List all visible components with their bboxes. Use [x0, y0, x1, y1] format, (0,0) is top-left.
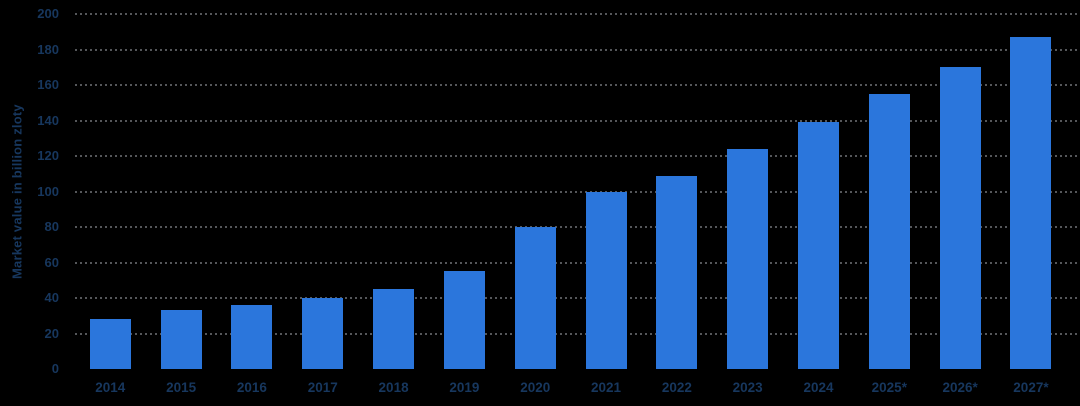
x-tick-label: 2025*: [871, 380, 907, 395]
y-tick-label: 120: [37, 148, 59, 163]
y-tick-label: 160: [37, 77, 59, 92]
bar-2017: [302, 298, 344, 369]
y-tick-label: 40: [44, 290, 59, 305]
x-tick-label: 2015: [166, 380, 197, 395]
bar-2024: [798, 122, 839, 369]
y-tick-label: 200: [37, 6, 59, 21]
gridline: [75, 261, 1077, 264]
bar-2022: [656, 175, 698, 369]
x-tick-label: 2016: [236, 380, 267, 395]
gridline: [75, 190, 1077, 193]
y-tick-label: 80: [44, 219, 59, 234]
y-tick-label: 0: [51, 361, 59, 376]
bar-2014: [89, 319, 131, 369]
gridline: [75, 84, 1077, 86]
bar-2020: [514, 227, 556, 369]
y-tick-label: 100: [37, 183, 59, 199]
x-tick-label: 2026*: [942, 380, 978, 395]
gridline: [75, 13, 1077, 15]
bar-2019: [443, 271, 485, 369]
x-tick-label: 2019: [449, 380, 480, 395]
bar-2023: [727, 148, 769, 369]
y-tick-label: 60: [44, 254, 59, 270]
bar-2026: [939, 67, 981, 369]
y-tick-label: 20: [44, 325, 59, 341]
gridline: [75, 155, 1077, 157]
y-tick-label: 180: [37, 41, 59, 57]
gridline: [75, 48, 1077, 51]
bar-2027: [1010, 37, 1052, 369]
bar-2021: [585, 191, 627, 369]
x-tick-label: 2021: [591, 380, 622, 395]
gridline: [75, 119, 1077, 122]
bar-2025: [868, 93, 910, 369]
x-tick-label: 2024: [803, 380, 834, 395]
gridline: [75, 297, 1077, 299]
x-tick-label: 2022: [661, 380, 692, 395]
bar-2016: [231, 305, 273, 369]
gridline: [75, 332, 1077, 335]
x-tick-label: 2014: [95, 380, 126, 395]
x-tick-label: 2020: [520, 380, 551, 395]
x-tick-label: 2017: [307, 380, 338, 395]
gridline: [75, 226, 1077, 228]
x-tick-label: 2018: [378, 380, 409, 395]
bar-2015: [160, 310, 202, 369]
x-tick-label: 2023: [732, 380, 763, 395]
bar-2018: [373, 289, 415, 369]
y-tick-label: 140: [37, 112, 59, 128]
x-tick-label: 2027*: [1013, 380, 1049, 395]
